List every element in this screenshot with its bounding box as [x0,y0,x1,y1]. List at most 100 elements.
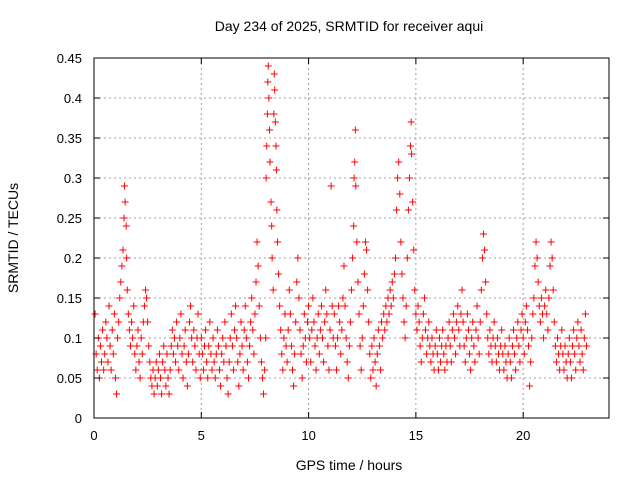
data-point [352,182,360,190]
data-point [129,334,137,342]
data-point [122,222,130,230]
data-point [222,342,230,350]
data-point [332,366,340,374]
data-point [271,86,279,94]
data-point [240,326,248,334]
data-point [328,302,336,310]
data-point [396,190,404,198]
data-point [307,358,315,366]
data-point [507,374,515,382]
data-point [412,310,420,318]
data-point [403,254,411,262]
data-point [579,366,587,374]
data-point [546,262,554,270]
data-point [353,238,361,246]
data-point [319,334,327,342]
data-point [423,350,431,358]
data-point [461,358,469,366]
data-point [570,326,578,334]
data-point [435,334,443,342]
data-point [419,310,427,318]
data-point [516,358,524,366]
data-point [518,310,526,318]
data-point [263,110,271,118]
data-point [397,238,405,246]
data-point [527,358,535,366]
data-point [360,270,368,278]
data-point [304,318,312,326]
data-point [223,374,231,382]
data-point [128,318,136,326]
x-tick-label: 5 [198,428,205,443]
data-point [162,382,170,390]
data-point [528,334,536,342]
data-point [407,118,415,126]
data-point [269,286,277,294]
data-point [519,334,527,342]
data-point [577,326,585,334]
data-point [265,94,273,102]
data-point [358,334,366,342]
data-point [400,318,408,326]
y-tick-label: 0 [75,411,82,426]
data-point [137,334,145,342]
data-point [164,374,172,382]
data-point [300,310,308,318]
data-point [106,342,114,350]
data-point [213,326,221,334]
data-point [241,302,249,310]
data-point [428,334,436,342]
data-point [444,334,452,342]
data-point [135,358,143,366]
data-point [133,342,141,350]
data-point [191,342,199,350]
data-point [361,238,369,246]
data-point [263,142,271,150]
data-point [451,334,458,342]
data-point [219,334,227,342]
data-point [175,366,183,374]
data-point [345,342,353,350]
data-point [432,326,440,334]
data-point [268,254,276,262]
data-point [174,342,182,350]
data-point [167,342,175,350]
data-point [179,374,187,382]
data-point [202,326,210,334]
data-point [250,350,258,358]
data-point [458,286,466,294]
data-point [144,318,152,326]
data-point [321,318,329,326]
data-point [236,350,244,358]
data-point [247,318,255,326]
y-axis-label: SRMTID / TECUs [5,183,21,293]
data-point [315,350,323,358]
data-point [178,350,186,358]
data-point [483,310,491,318]
data-point [159,358,167,366]
data-point [111,374,119,382]
data-point [330,310,338,318]
data-point [395,158,403,166]
data-point [420,294,428,302]
data-point [331,342,339,350]
data-point [552,358,560,366]
data-point [525,342,533,350]
data-point [326,326,334,334]
data-point [238,342,246,350]
data-point [217,382,225,390]
data-point [581,310,589,318]
data-point [389,294,397,302]
data-point [138,350,146,358]
data-point [205,342,213,350]
data-point [402,302,410,310]
data-point [427,358,435,366]
data-point [270,70,278,78]
data-point [206,318,214,326]
data-point [445,318,453,326]
data-point [409,198,417,206]
data-point [310,318,318,326]
data-point [120,214,128,222]
data-point [468,334,476,342]
data-point [351,126,359,134]
